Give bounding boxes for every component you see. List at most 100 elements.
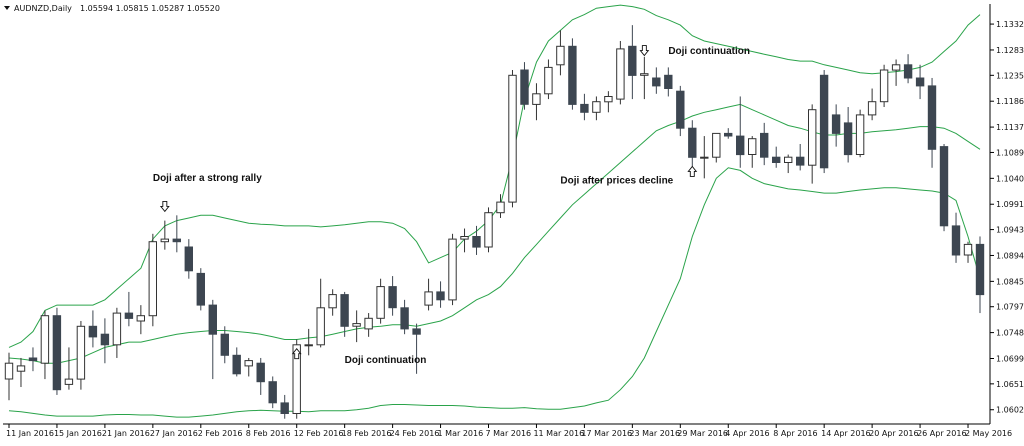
candle: [963, 241, 973, 263]
candle-body: [88, 325, 98, 338]
y-tick-label: 1.12350: [996, 71, 1024, 80]
x-tick-label: 18 Feb 2016: [342, 429, 392, 438]
candle: [544, 59, 553, 100]
candle-body: [196, 272, 206, 306]
candle: [328, 289, 337, 316]
candle-body: [736, 135, 745, 156]
x-tick-label: 14 Apr 2016: [821, 429, 870, 438]
candle-body: [304, 344, 313, 347]
y-tick-label: 1.09910: [996, 200, 1024, 209]
candle: [927, 77, 937, 168]
candle-body: [508, 74, 517, 203]
candle: [843, 107, 853, 163]
candle: [388, 276, 397, 316]
candle-body: [784, 156, 793, 163]
candle-body: [843, 122, 853, 156]
candle: [232, 347, 241, 377]
candle-body: [592, 101, 601, 113]
candle-body: [568, 45, 577, 105]
x-tick-label: 29 Mar 2016: [677, 429, 728, 438]
candle: [352, 310, 361, 343]
y-tick-label: 1.06020: [996, 406, 1024, 415]
candle-body: [652, 77, 661, 87]
candle: [172, 215, 182, 253]
candle-body: [628, 45, 637, 76]
candle: [951, 212, 961, 263]
candle-body: [460, 236, 469, 240]
candles-layer: [4, 25, 985, 419]
candle: [460, 228, 469, 253]
x-tick-label: 7 Mar 2016: [486, 429, 532, 438]
x-tick-label: 27 Jan 2016: [150, 429, 198, 438]
candle-body: [772, 156, 781, 163]
candle-body: [520, 69, 529, 105]
candle: [316, 278, 325, 348]
arrow-down-icon: [159, 200, 170, 213]
candle: [915, 64, 925, 100]
candle: [831, 104, 841, 147]
candle-body: [184, 246, 194, 272]
candle-body: [676, 90, 685, 129]
candle-body: [700, 156, 709, 159]
x-tick-label: 4 Apr 2016: [725, 429, 769, 438]
candle-body: [688, 127, 697, 158]
x-tick-label: 1 Mar 2016: [438, 429, 484, 438]
candle: [208, 299, 218, 380]
candle: [112, 307, 122, 358]
candle: [808, 104, 817, 184]
candle: [604, 91, 613, 113]
candle-body: [388, 286, 397, 309]
y-tick-label: 1.08450: [996, 277, 1024, 286]
candle-body: [951, 225, 961, 256]
candle-body: [172, 238, 182, 243]
x-tick-label: 12 Feb 2016: [294, 429, 344, 438]
collapse-triangle-icon[interactable]: [4, 6, 10, 10]
ohlc-label: 1.05594 1.05815 1.05287 1.05520: [80, 4, 220, 13]
candle-body: [244, 360, 253, 367]
candle: [652, 67, 661, 94]
candle: [568, 38, 577, 110]
candle: [124, 291, 134, 327]
candle: [664, 67, 673, 97]
candle: [400, 299, 409, 335]
candle-body: [280, 402, 289, 414]
candle-body: [604, 96, 613, 103]
candle-body: [220, 333, 230, 356]
axes-layer: 1.13320 1.12830 1.12350 1.11860 1.11370 1.108…: [3, 4, 1024, 438]
candle: [760, 122, 769, 166]
annotations-layer: Doji after a strong rally Doji continuati…: [153, 45, 750, 366]
candle: [28, 347, 38, 372]
candle-body: [256, 362, 265, 383]
candle: [520, 62, 529, 110]
candle-body: [208, 304, 218, 335]
candle: [412, 323, 421, 374]
candle: [52, 307, 62, 395]
y-tick-label: 1.07970: [996, 303, 1024, 312]
candle-body: [232, 354, 241, 375]
candle-body: [484, 212, 493, 248]
y-tick-label: 1.07480: [996, 329, 1024, 338]
candle-body: [316, 307, 325, 346]
candle-body: [580, 103, 589, 113]
candle: [580, 93, 589, 121]
candle-body: [855, 114, 865, 155]
x-tick-label: 15 Jan 2016: [54, 429, 102, 438]
candle-body: [532, 93, 541, 105]
annotation-label: Doji continuation: [668, 46, 750, 57]
candle: [903, 54, 913, 84]
candle-body: [915, 77, 925, 87]
candle: [340, 291, 349, 337]
candle-body: [40, 315, 50, 364]
candle-body: [891, 64, 901, 71]
candle: [448, 233, 457, 306]
candle: [867, 88, 877, 121]
chart-header: AUDNZD,Daily 1.05594 1.05815 1.05287 1.0…: [4, 4, 220, 13]
candle: [244, 357, 253, 377]
candle: [220, 326, 230, 364]
annotation-label: Doji continuation: [345, 355, 427, 366]
candle: [100, 318, 110, 364]
candle: [508, 70, 517, 208]
y-tick-label: 1.06510: [996, 380, 1024, 389]
candle-body: [412, 328, 421, 335]
candle: [556, 30, 565, 76]
